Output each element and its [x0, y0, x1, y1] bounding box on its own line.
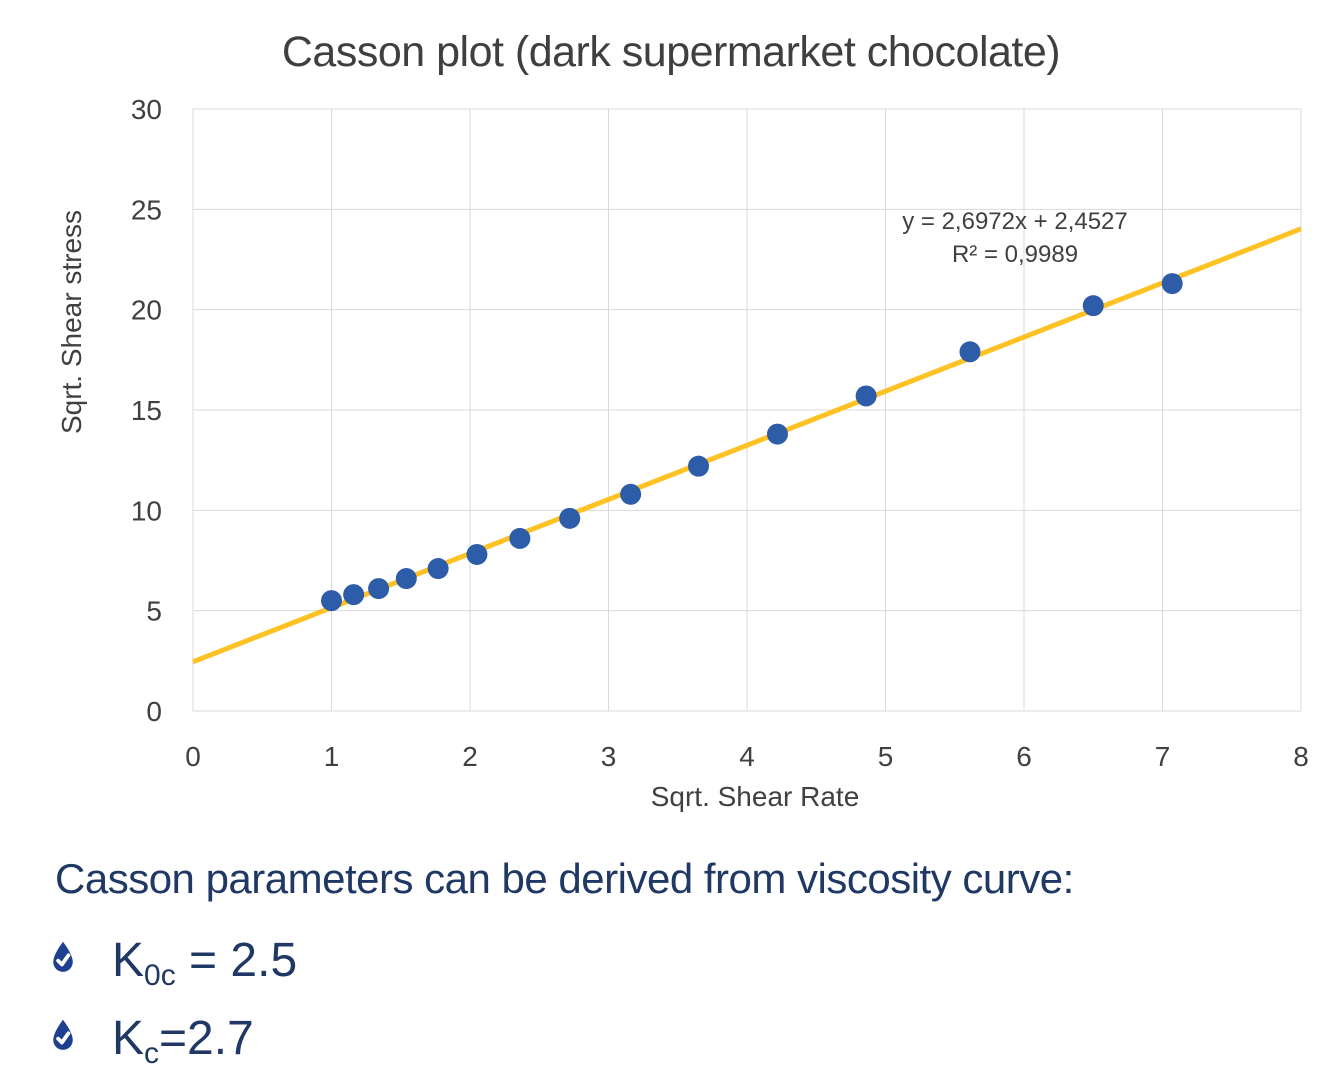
- data-point: [427, 558, 449, 580]
- parameter-symbol: K: [112, 1012, 145, 1065]
- data-point: [395, 568, 417, 590]
- data-point: [509, 527, 531, 549]
- y-tick-label: 15: [131, 395, 162, 426]
- data-point: [766, 423, 788, 445]
- data-point: [343, 584, 365, 606]
- drop-check-icon: [53, 1019, 73, 1050]
- data-point: [1161, 273, 1183, 295]
- data-point: [620, 483, 642, 505]
- x-tick-label: 7: [1155, 741, 1171, 772]
- parameter-item-k0c: K0c = 2.5: [50, 932, 298, 992]
- parameter-value: =2.7: [159, 1012, 254, 1065]
- y-tick-label: 10: [131, 495, 162, 526]
- x-tick-label: 2: [462, 741, 478, 772]
- plot-border: [192, 108, 1302, 712]
- data-point: [321, 590, 342, 612]
- notes-heading: Casson parameters can be derived from vi…: [55, 855, 1074, 902]
- trendline-equation: y = 2,6972x + 2,4527: [902, 208, 1128, 235]
- x-tick-label: 6: [1016, 741, 1032, 772]
- y-tick-label: 0: [146, 696, 162, 727]
- casson-chart: 0 1 2 3 4 5 6 7 8 0 5 10 15 20 25 30: [131, 94, 1309, 772]
- parameter-subscript: c: [144, 1037, 160, 1070]
- x-tick-label: 0: [185, 741, 201, 772]
- y-tick-label: 25: [131, 194, 162, 225]
- x-tick-label: 5: [878, 741, 894, 772]
- trendline-label: y = 2,6972x + 2,4527 R² = 0,9989: [840, 205, 1190, 271]
- trendline-r-squared: R² = 0,9989: [951, 241, 1079, 268]
- x-tick-label: 1: [324, 741, 340, 772]
- x-tick-label: 4: [739, 741, 755, 772]
- parameter-subscript: 0c: [144, 959, 176, 992]
- x-tick-label: 3: [601, 741, 617, 772]
- data-point: [688, 455, 710, 477]
- y-tick-label: 30: [131, 94, 162, 125]
- data-point: [1082, 295, 1104, 317]
- data-point: [559, 507, 581, 529]
- data-point: [466, 543, 488, 565]
- data-point: [368, 578, 390, 600]
- parameter-text-kc: Kc=2.7: [112, 1010, 254, 1070]
- y-tick-label: 5: [146, 596, 162, 627]
- x-axis-title: Sqrt. Shear Rate: [650, 781, 860, 812]
- parameter-symbol: K: [112, 934, 145, 987]
- y-tick-label: 20: [131, 295, 162, 326]
- parameter-value: = 2.5: [175, 934, 298, 987]
- parameter-item-kc: Kc=2.7: [50, 1010, 254, 1070]
- parameter-text-k0c: K0c = 2.5: [112, 932, 298, 992]
- y-axis-title: Sqrt. Shear stress: [56, 209, 87, 435]
- x-tick-label: 8: [1293, 741, 1309, 772]
- data-point: [959, 341, 981, 363]
- chart-title: Casson plot (dark supermarket chocolate): [281, 28, 1061, 76]
- data-point: [855, 385, 877, 407]
- drop-check-icon: [53, 941, 73, 972]
